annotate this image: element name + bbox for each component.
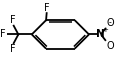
- Text: F: F: [10, 15, 16, 25]
- Text: F: F: [44, 3, 49, 13]
- Text: N: N: [96, 29, 104, 39]
- Text: F: F: [10, 44, 16, 54]
- Text: O: O: [107, 18, 114, 28]
- Text: O: O: [107, 41, 114, 51]
- Text: +: +: [103, 27, 108, 33]
- Text: F: F: [0, 29, 5, 39]
- Text: -: -: [109, 18, 112, 27]
